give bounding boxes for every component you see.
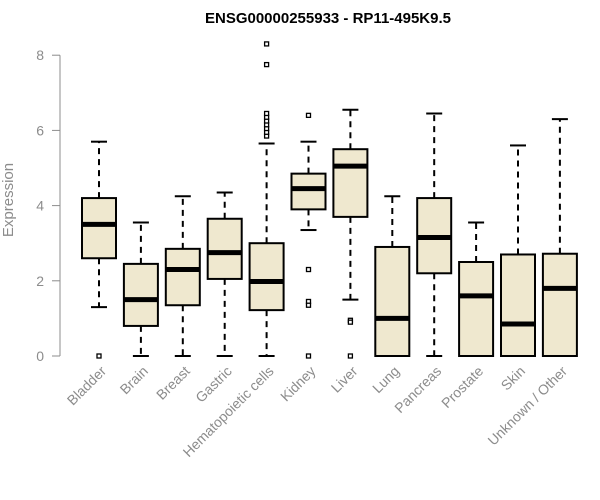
x-category-label: Kidney xyxy=(277,363,319,405)
y-tick-label: 4 xyxy=(36,198,44,214)
box-bladder xyxy=(81,140,117,359)
box-skin xyxy=(500,144,536,357)
x-category-label: Breast xyxy=(153,363,193,403)
x-category-label: Prostate xyxy=(438,363,486,411)
x-category-label: Skin xyxy=(498,363,529,394)
x-category-label: Unknown / Other xyxy=(484,363,570,449)
x-category-label: Bladder xyxy=(64,363,110,409)
iqr-box xyxy=(458,261,495,357)
box-pancreas xyxy=(416,112,453,357)
iqr-box xyxy=(374,245,411,358)
outlier-point xyxy=(305,302,312,308)
outlier-point xyxy=(96,353,102,359)
y-tick-label: 2 xyxy=(36,273,44,289)
box-hematopoietic-cells xyxy=(248,41,285,357)
y-tick-label: 0 xyxy=(36,348,44,364)
box-kidney xyxy=(290,112,327,359)
iqr-box xyxy=(248,242,285,312)
box-breast xyxy=(164,195,201,357)
box-liver xyxy=(332,108,369,359)
outlier-point xyxy=(305,112,312,119)
iqr-box xyxy=(290,172,327,211)
outlier-point xyxy=(347,353,354,359)
x-category-label: Pancreas xyxy=(391,363,444,416)
box-lung xyxy=(374,195,411,358)
iqr-box xyxy=(122,262,159,327)
outlier-point xyxy=(347,319,354,325)
iqr-box xyxy=(164,247,201,307)
x-category-label: Lung xyxy=(369,363,402,396)
box-group xyxy=(81,41,578,359)
outlier-point xyxy=(305,266,312,273)
iqr-box xyxy=(81,197,117,260)
iqr-box xyxy=(541,252,578,357)
box-brain xyxy=(122,221,159,357)
y-tick-label: 6 xyxy=(36,122,44,138)
iqr-box xyxy=(332,148,369,218)
x-category-label: Brain xyxy=(117,363,151,397)
box-prostate xyxy=(458,221,495,357)
box-unknown-other xyxy=(541,118,578,357)
outlier-point xyxy=(263,41,270,47)
iqr-box xyxy=(500,253,536,357)
outlier-point xyxy=(263,61,270,68)
box-gastric xyxy=(206,191,243,357)
iqr-box xyxy=(206,217,243,280)
x-category-label: Liver xyxy=(328,363,361,396)
y-axis-label: Expression xyxy=(0,163,17,237)
outlier-point xyxy=(305,353,312,359)
outlier-point xyxy=(263,110,270,117)
chart-title: ENSG00000255933 - RP11-495K9.5 xyxy=(205,10,451,27)
y-tick-label: 8 xyxy=(36,47,44,63)
y-axis: 0 2 4 6 8 xyxy=(36,47,61,364)
